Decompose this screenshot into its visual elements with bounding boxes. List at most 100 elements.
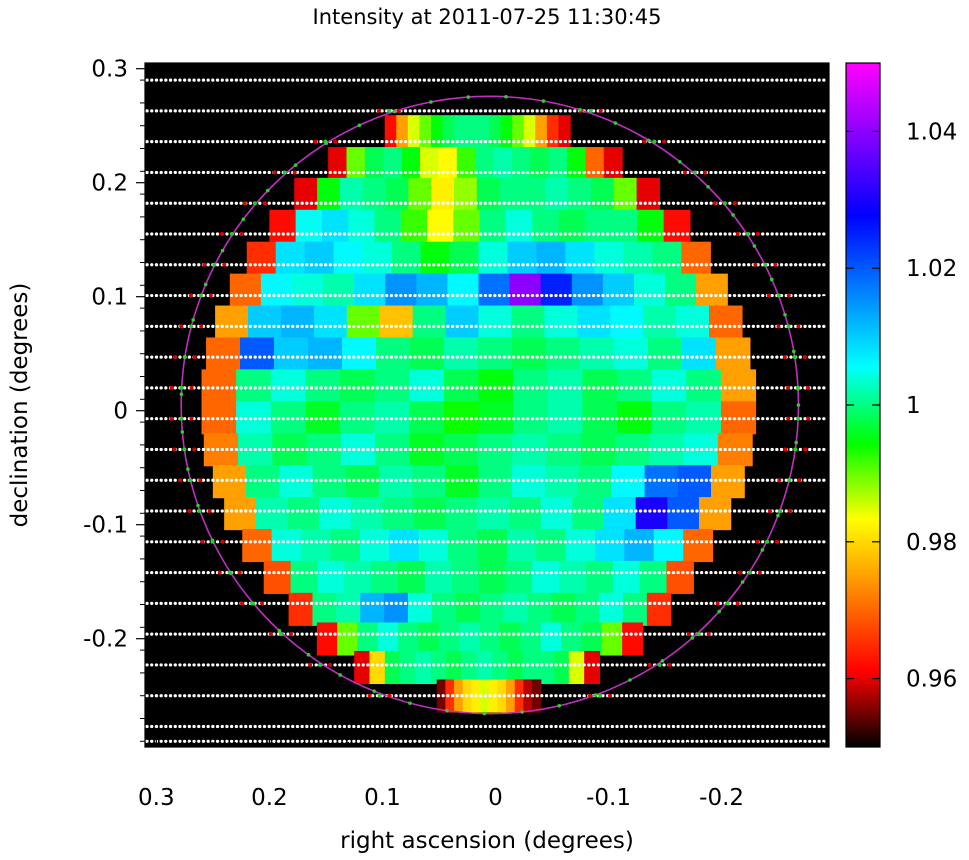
limb-marker-green <box>429 100 433 104</box>
limb-marker-green <box>787 477 792 482</box>
heatmap-cell <box>431 592 457 626</box>
heatmap-cell <box>375 337 411 371</box>
heatmap-cell <box>532 209 560 243</box>
limb-marker-green <box>188 478 193 483</box>
limb-marker-green <box>179 385 184 390</box>
heatmap-cell <box>676 305 710 339</box>
heatmap-cell <box>389 528 420 563</box>
heatmap-cell <box>536 241 567 275</box>
heatmap-cell <box>511 465 546 499</box>
limb-marker-red <box>737 570 742 575</box>
heatmap-cell <box>477 497 510 531</box>
heatmap-cell <box>509 273 542 307</box>
heatmap-cell <box>340 369 376 403</box>
heatmap-cell <box>447 273 480 307</box>
heatmap-cell <box>280 305 315 339</box>
limb-marker-red <box>376 108 381 113</box>
heatmap-cell <box>709 305 743 339</box>
limb-marker-green <box>293 163 298 167</box>
heatmap-cell <box>385 177 409 211</box>
limb-marker-red <box>188 293 193 298</box>
y-tick-label: 0 <box>113 399 128 425</box>
heatmap-cell <box>354 650 371 685</box>
heatmap-cell <box>513 369 549 403</box>
heatmap-cell <box>530 147 550 181</box>
heatmap-cell <box>568 650 585 685</box>
heatmap-cell <box>317 177 341 211</box>
limb-marker-red <box>783 447 788 452</box>
heatmap-cell <box>459 622 481 656</box>
limb-marker-green <box>377 693 382 698</box>
heatmap-cell <box>436 679 446 713</box>
heatmap-cell <box>270 369 306 403</box>
colorbar-tick-label: 1.02 <box>906 256 957 282</box>
heatmap-cell <box>698 497 732 531</box>
limb-marker-green <box>251 601 256 606</box>
heatmap-cell <box>339 177 364 211</box>
heatmap-cell <box>362 241 393 275</box>
heatmap-cell <box>369 650 386 685</box>
heatmap-cell <box>236 369 272 403</box>
limb-marker-green <box>796 403 801 407</box>
limb-marker-green <box>220 248 225 253</box>
heatmap-cell <box>577 305 611 339</box>
heatmap-cell <box>611 209 638 243</box>
heatmap-cell <box>379 305 414 339</box>
limb-marker-red <box>208 293 213 298</box>
heatmap-cell <box>493 147 513 181</box>
heatmap-cell <box>255 497 289 531</box>
heatmap-cell <box>246 241 277 275</box>
limb-marker-red <box>806 416 811 421</box>
heatmap-cell <box>681 337 717 371</box>
heatmap-cell <box>465 115 478 149</box>
heatmap-cell <box>667 497 700 531</box>
limb-marker-green <box>796 387 800 391</box>
heatmap-cell <box>430 650 447 685</box>
heatmap-cell <box>604 497 637 531</box>
heatmap-cell <box>643 305 677 339</box>
limb-marker-green <box>763 262 768 267</box>
limb-marker-green <box>212 262 217 267</box>
limb-marker-red <box>396 108 401 113</box>
limb-marker-green <box>657 662 662 667</box>
limb-marker-red <box>242 201 247 206</box>
heatmap-cell <box>260 273 293 307</box>
heatmap-cell <box>603 147 623 181</box>
limb-marker-green <box>282 170 287 175</box>
limb-marker-red <box>788 509 793 514</box>
heatmap-cell <box>720 369 757 403</box>
y-tick-label: 0.2 <box>91 171 128 197</box>
limb-marker-red <box>199 324 204 329</box>
heatmap-cell <box>288 592 314 626</box>
y-tick-label: -0.2 <box>83 627 128 653</box>
chart-title: Intensity at 2011-07-25 11:30:45 <box>313 5 662 29</box>
heatmap-cell <box>623 241 653 275</box>
limb-marker-green <box>520 710 524 714</box>
heatmap-cell <box>579 337 615 371</box>
heatmap-cell <box>520 622 542 656</box>
heatmap-cell <box>540 497 573 531</box>
heatmap-cell <box>540 273 573 307</box>
heatmap-cell <box>420 241 451 275</box>
heatmap-cell <box>622 592 648 626</box>
heatmap-cell <box>321 209 349 243</box>
limb-marker-red <box>768 509 773 514</box>
limb-marker-green <box>186 467 190 471</box>
limb-marker-red <box>642 139 647 144</box>
heatmap-cell <box>384 592 409 626</box>
limb-marker-green <box>189 324 194 329</box>
limb-marker-green <box>760 548 765 552</box>
heatmap-cell <box>505 209 533 243</box>
heatmap-cell <box>396 115 409 149</box>
plot-area <box>144 62 830 748</box>
heatmap-cell <box>578 465 612 499</box>
limb-marker-green <box>752 244 757 248</box>
limb-marker-red <box>189 416 194 421</box>
heatmap-cell <box>622 622 644 656</box>
heatmap-cell <box>385 273 417 307</box>
heatmap-cell <box>594 241 624 275</box>
heatmap-cell <box>357 622 379 656</box>
limb-marker-red <box>662 139 667 144</box>
heatmap-cell <box>275 241 306 275</box>
limb-marker-green <box>717 609 721 614</box>
